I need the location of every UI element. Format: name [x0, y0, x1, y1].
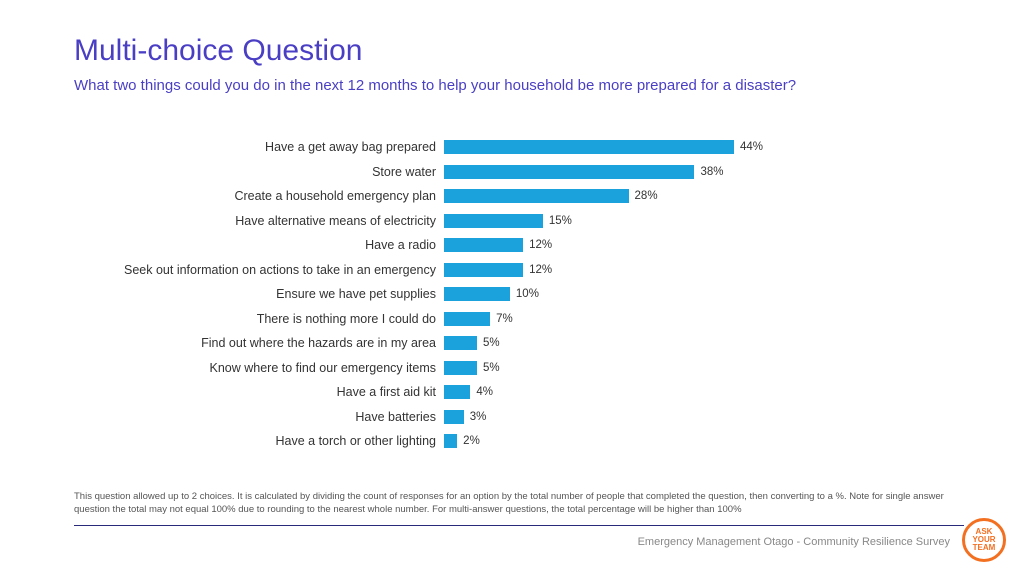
bar-row: Ensure we have pet supplies 10% — [74, 282, 954, 307]
bar-row: Find out where the hazards are in my are… — [74, 331, 954, 356]
bar-label: Seek out information on actions to take … — [74, 263, 444, 277]
bar-chart: Have a get away bag prepared 44% Store wat… — [74, 135, 954, 454]
ask-your-team-logo: ASK YOUR TEAM — [962, 518, 1006, 562]
bar-area: 12% — [444, 263, 954, 277]
bar-row: Have a radio 12% — [74, 233, 954, 258]
bar-area: 38% — [444, 165, 954, 179]
bar — [444, 385, 470, 399]
bar-label: Know where to find our emergency items — [74, 361, 444, 375]
bar-row: Create a household emergency plan 28% — [74, 184, 954, 209]
bar-label: Find out where the hazards are in my are… — [74, 336, 444, 350]
bar-row: Have batteries 3% — [74, 405, 954, 430]
slide-subtitle: What two things could you do in the next… — [74, 76, 964, 96]
bar-row: Seek out information on actions to take … — [74, 258, 954, 283]
bar-value-label: 38% — [700, 166, 723, 178]
bar-value-label: 4% — [476, 386, 493, 398]
bar-value-label: 12% — [529, 239, 552, 251]
bar — [444, 238, 523, 252]
bar-value-label: 3% — [470, 411, 487, 423]
bar — [444, 214, 543, 228]
bar — [444, 361, 477, 375]
bar-value-label: 7% — [496, 313, 513, 325]
bar — [444, 336, 477, 350]
bar — [444, 140, 734, 154]
bar-value-label: 5% — [483, 337, 500, 349]
bar — [444, 287, 510, 301]
bar-row: Store water 38% — [74, 160, 954, 185]
bar-area: 2% — [444, 434, 954, 448]
bar-area: 3% — [444, 410, 954, 424]
bar-value-label: 2% — [463, 435, 480, 447]
bar-row: Have a get away bag prepared 44% — [74, 135, 954, 160]
bar-area: 15% — [444, 214, 954, 228]
bar-value-label: 44% — [740, 141, 763, 153]
bar-label: Have a get away bag prepared — [74, 140, 444, 154]
bar-area: 5% — [444, 336, 954, 350]
logo-line3: TEAM — [973, 544, 996, 552]
bar-value-label: 28% — [635, 190, 658, 202]
bar-label: Have a torch or other lighting — [74, 434, 444, 448]
bar-row: Have alternative means of electricity 15% — [74, 209, 954, 234]
bar-value-label: 15% — [549, 215, 572, 227]
bar — [444, 263, 523, 277]
bar-row: Have a first aid kit 4% — [74, 380, 954, 405]
bar-value-label: 10% — [516, 288, 539, 300]
bar-row: Know where to find our emergency items 5% — [74, 356, 954, 381]
bar-area: 4% — [444, 385, 954, 399]
bar-label: Have alternative means of electricity — [74, 214, 444, 228]
slide-title: Multi-choice Question — [74, 34, 362, 68]
footer-text: Emergency Management Otago - Community R… — [638, 536, 950, 548]
bar-row: There is nothing more I could do 7% — [74, 307, 954, 332]
bar-area: 5% — [444, 361, 954, 375]
bar-area: 44% — [444, 140, 954, 154]
bar-label: Store water — [74, 165, 444, 179]
bar — [444, 189, 629, 203]
bar — [444, 165, 694, 179]
bar-row: Have a torch or other lighting 2% — [74, 429, 954, 454]
bar-label: Have batteries — [74, 410, 444, 424]
bar — [444, 434, 457, 448]
bar-value-label: 5% — [483, 362, 500, 374]
bar-label: There is nothing more I could do — [74, 312, 444, 326]
bar-label: Ensure we have pet supplies — [74, 287, 444, 301]
bar — [444, 312, 490, 326]
bar — [444, 410, 464, 424]
footnote-text: This question allowed up to 2 choices. I… — [74, 491, 950, 516]
bar-label: Have a radio — [74, 238, 444, 252]
footer-divider — [74, 525, 964, 526]
bar-label: Have a first aid kit — [74, 385, 444, 399]
bar-label: Create a household emergency plan — [74, 189, 444, 203]
bar-value-label: 12% — [529, 264, 552, 276]
bar-area: 7% — [444, 312, 954, 326]
bar-area: 28% — [444, 189, 954, 203]
bar-area: 10% — [444, 287, 954, 301]
bar-area: 12% — [444, 238, 954, 252]
